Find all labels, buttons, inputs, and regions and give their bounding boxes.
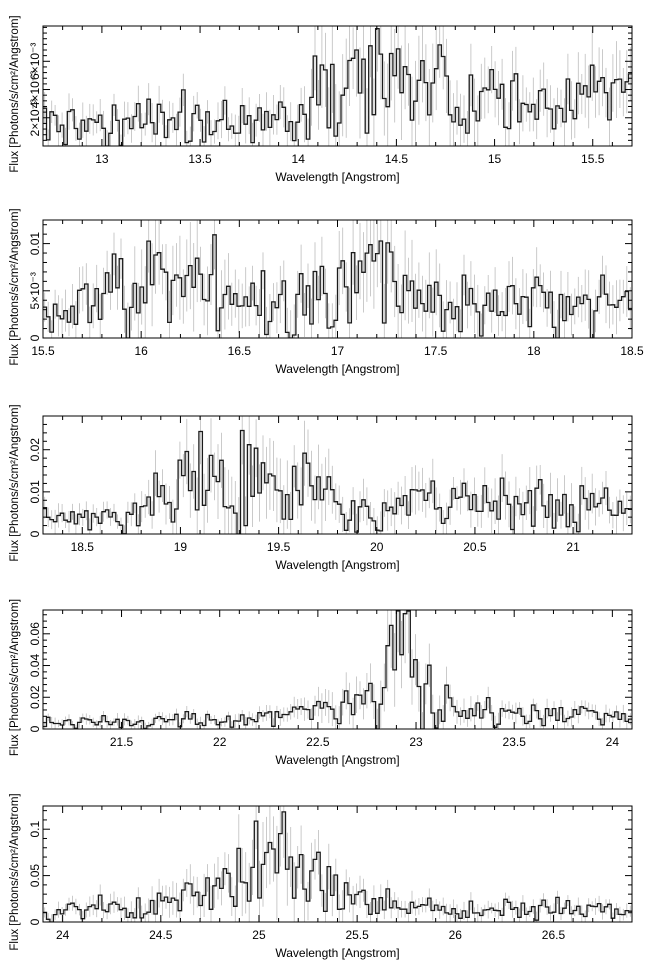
x-tick-label: 14.5 [385, 152, 409, 166]
y-tick-label: 0 [28, 334, 42, 341]
x-tick-label: 25.5 [345, 928, 369, 942]
x-tick-label: 21.5 [110, 735, 134, 749]
error-bars [44, 610, 631, 729]
x-tick-label: 21 [566, 540, 580, 554]
x-tick-label: 13 [95, 152, 109, 166]
x-tick-label: 24 [606, 735, 620, 749]
x-tick-label: 19.5 [267, 540, 291, 554]
x-axis-label: Wavelength [Angstrom] [275, 753, 399, 767]
y-tick-label: 4×10⁻³ [28, 71, 42, 108]
spectrum-panel: 21.5 22 22.5 23 23.5 24 0 0.02 0.04 0.06 Wavelengt… [9, 599, 633, 767]
x-tick-label: 16.5 [228, 344, 252, 358]
y-axis-label: Flux [Photons/s/cm²/Angstrom] [9, 599, 21, 756]
y-tick-label: 0.01 [28, 232, 42, 256]
x-tick-label: 15.5 [581, 152, 605, 166]
x-tick-label: 20 [370, 540, 384, 554]
error-bars [44, 416, 631, 534]
y-tick-label: 0.06 [28, 622, 42, 646]
x-tick-label: 19 [174, 540, 188, 554]
y-tick-label: 2×10⁻³ [28, 99, 42, 136]
x-tick-label: 23.5 [503, 735, 527, 749]
y-axis-label: Flux [Photons/s/cm²/Angstrom] [9, 404, 21, 561]
y-tick-label: 0.1 [28, 821, 42, 838]
spectrum-step-line [43, 27, 632, 146]
x-tick-label: 15 [488, 152, 502, 166]
y-tick-label: 5×10⁻³ [28, 272, 42, 309]
spectrum-step-line [43, 429, 632, 534]
y-axis-label: Flux [Photons/s/cm²/Angstrom] [9, 15, 21, 172]
x-tick-label: 18 [527, 344, 541, 358]
y-tick-label: 0.01 [28, 480, 42, 504]
x-tick-label: 13.5 [188, 152, 212, 166]
y-tick-label: 0 [28, 918, 42, 925]
y-tick-label: 0.02 [28, 685, 42, 709]
x-tick-label: 18.5 [71, 540, 95, 554]
spectrum-panel: 15.5 16 16.5 17 17.5 18 18.5 0 5×10⁻³ 0.01 Wavelen… [9, 208, 644, 376]
x-tick-label: 26.5 [542, 928, 566, 942]
y-tick-label: 0.04 [28, 654, 42, 678]
plot-frame [42, 609, 633, 730]
x-tick-label: 16 [134, 344, 148, 358]
x-axis-label: Wavelength [Angstrom] [275, 170, 399, 184]
x-tick-label: 24.5 [149, 928, 173, 942]
x-axis-label: Wavelength [Angstrom] [275, 946, 399, 960]
x-tick-label: 14 [292, 152, 306, 166]
spectrum-panel: 18.5 19 19.5 20 20.5 21 0 0.01 0.02 Wavelength [A… [9, 404, 633, 572]
spectrum-panel: 13 13.5 14 14.5 15 15.5 2×10⁻³4×10⁻³6×10⁻³ Wave… [9, 15, 633, 184]
x-tick-label: 17.5 [424, 344, 448, 358]
x-tick-label: 22 [213, 735, 227, 749]
y-tick-label: 0.02 [28, 438, 42, 462]
x-axis-label: Wavelength [Angstrom] [275, 558, 399, 572]
y-tick-label: 6×10⁻³ [28, 43, 42, 80]
y-tick-label: 0.05 [28, 864, 42, 888]
y-axis-label: Flux [Photons/s/cm²/Angstrom] [9, 793, 21, 950]
x-tick-label: 18.5 [620, 344, 644, 358]
y-axis-label: Flux [Photons/s/cm²/Angstrom] [9, 208, 21, 365]
x-tick-label: 24 [56, 928, 70, 942]
x-tick-label: 17 [331, 344, 345, 358]
x-tick-label: 15.5 [31, 344, 55, 358]
spectrum-step-line [43, 610, 632, 729]
spectrum-panel: 24 24.5 25 25.5 26 26.5 0 0.05 0.1 Wavelength [An… [9, 793, 633, 960]
y-tick-label: 0 [28, 530, 42, 537]
spectrum-step-line [43, 234, 632, 338]
x-tick-label: 26 [449, 928, 463, 942]
spectrum-step-line [43, 811, 632, 922]
x-tick-label: 22.5 [306, 735, 330, 749]
y-tick-label: 0 [28, 725, 42, 732]
x-tick-label: 23 [409, 735, 423, 749]
x-tick-label: 25 [252, 928, 266, 942]
x-tick-label: 20.5 [463, 540, 487, 554]
x-axis-label: Wavelength [Angstrom] [275, 362, 399, 376]
